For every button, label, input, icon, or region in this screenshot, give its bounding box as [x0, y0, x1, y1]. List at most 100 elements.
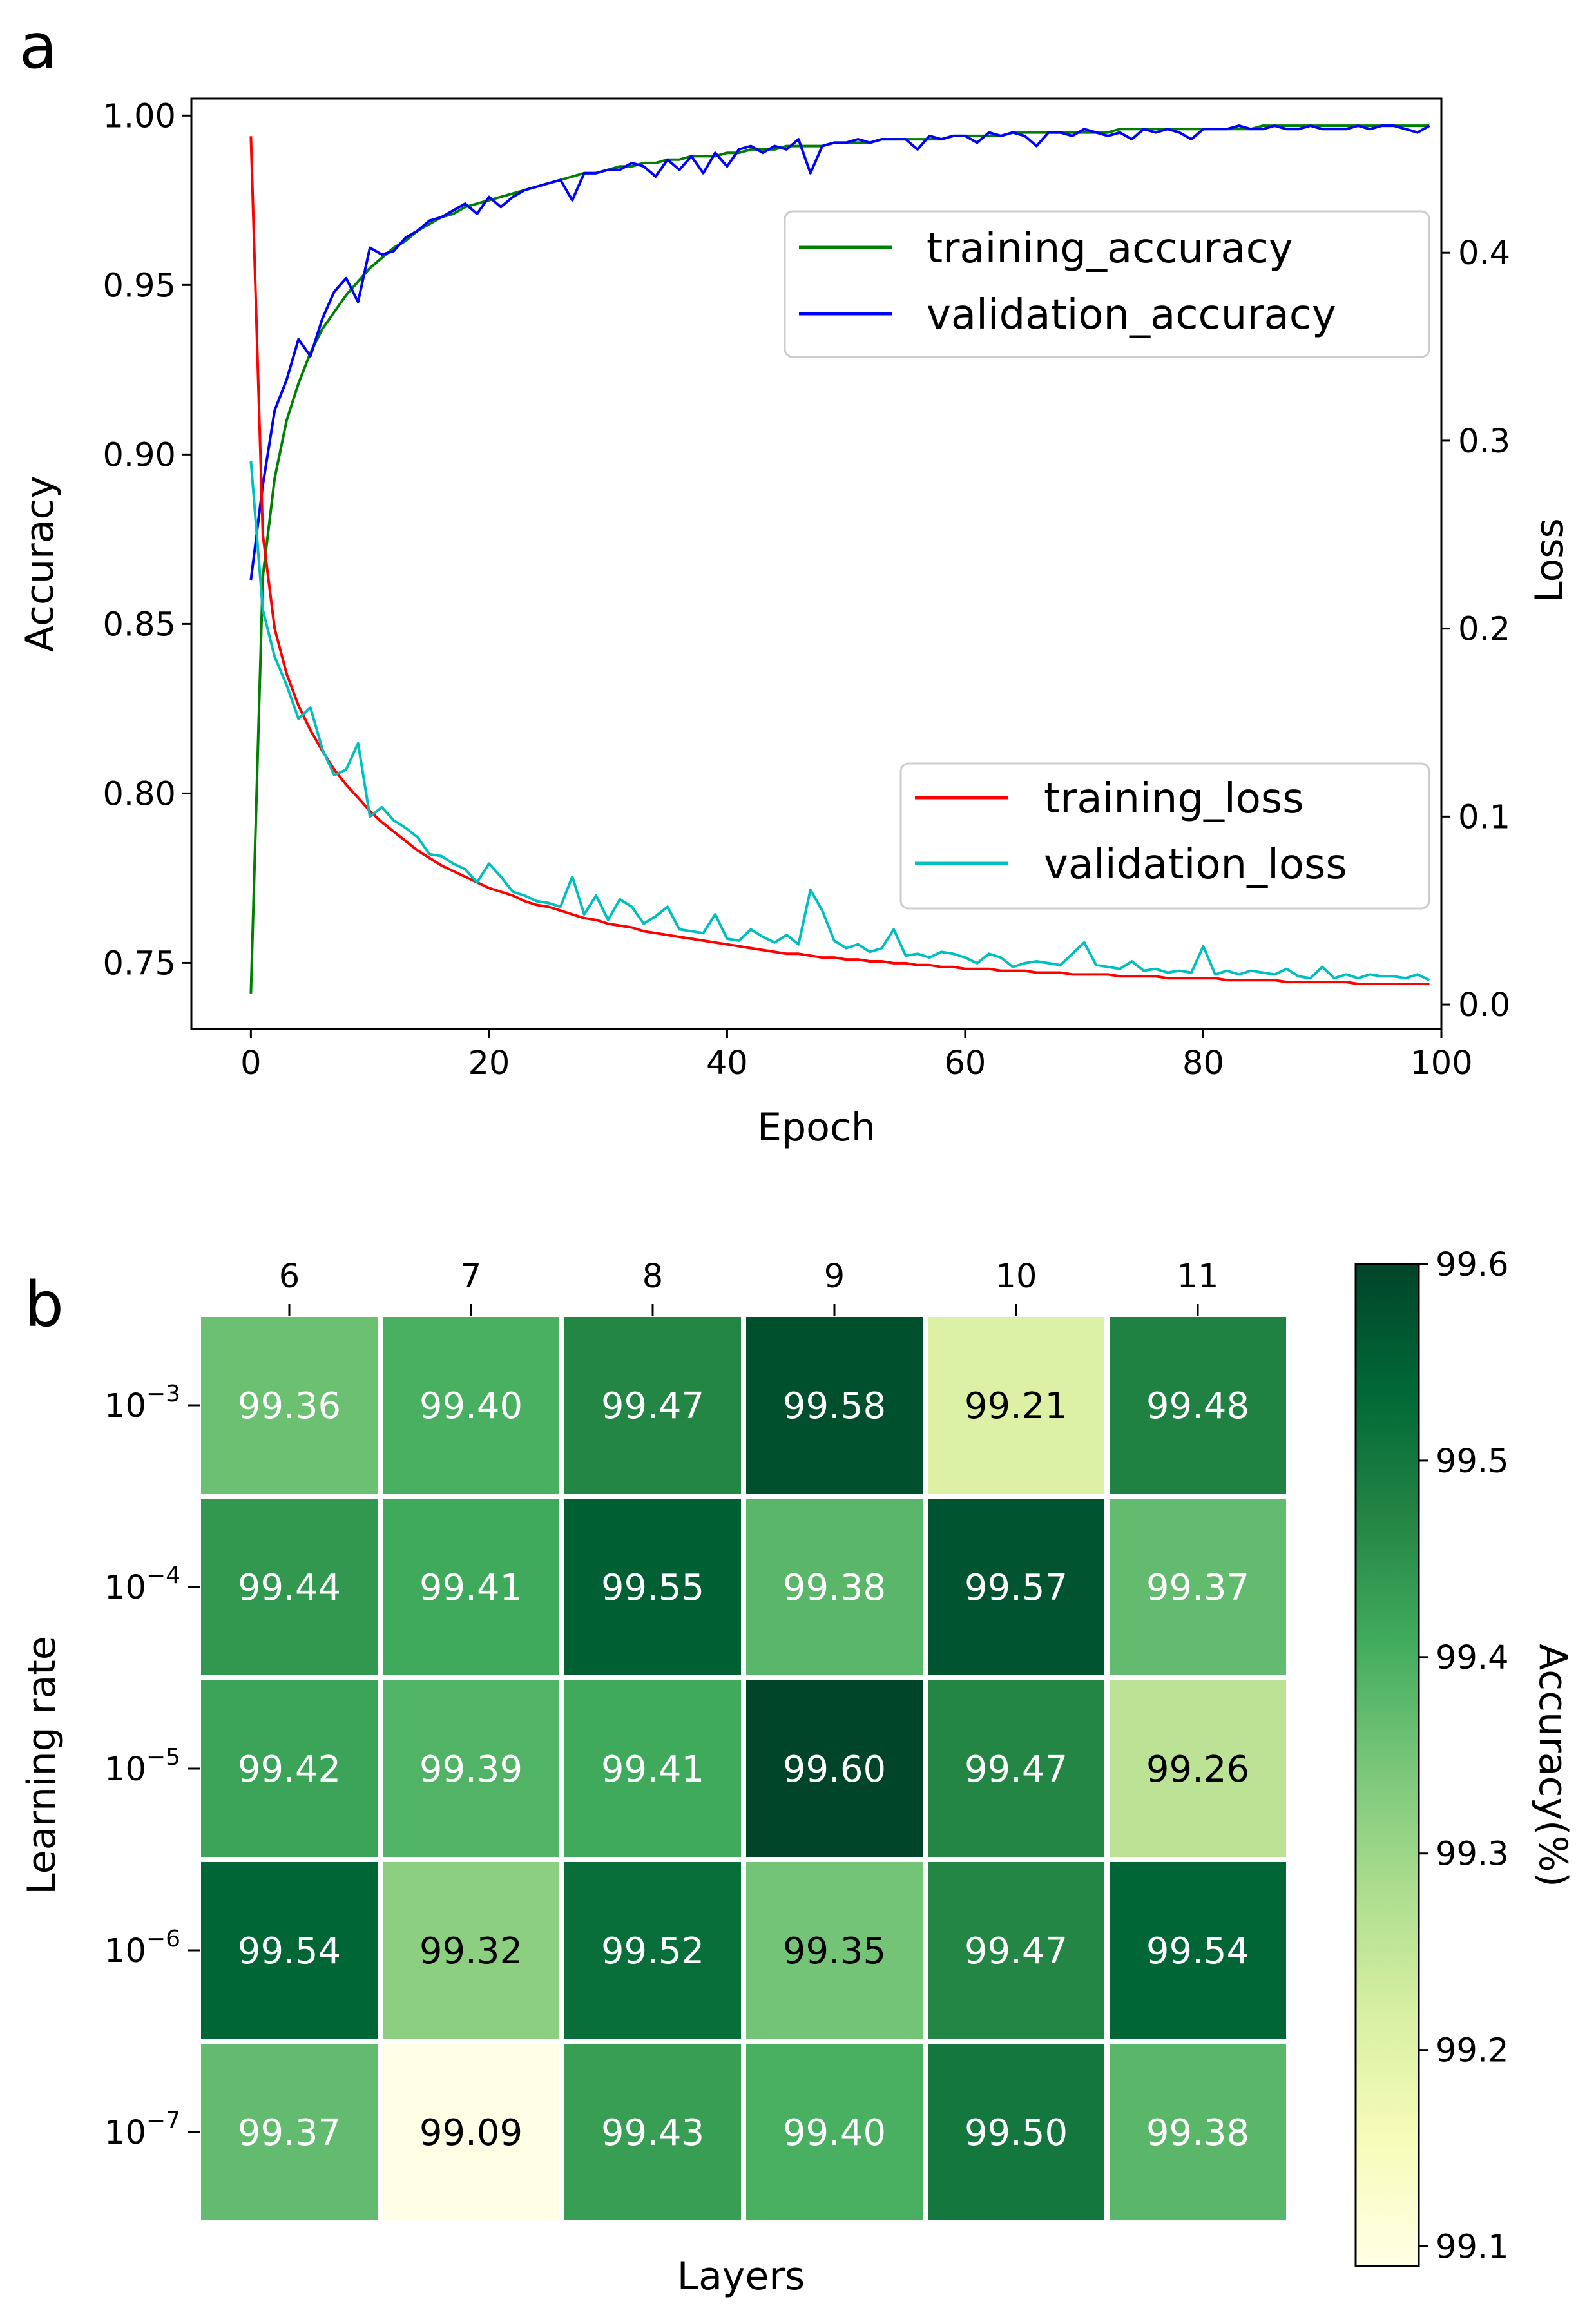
heatmap-cells: 99.36 99.40 99.47 99.58 99.21 99.48 99.44 99.41…: [201, 1317, 1286, 2220]
heatmap-cell: [564, 1317, 741, 1494]
heatmap-cell-value: 99.58: [783, 1385, 886, 1427]
heatmap-x-tick-label: 7: [461, 1258, 481, 1296]
heatmap-cell-value: 99.54: [1146, 1930, 1249, 1972]
heatmap-x-ticks: 6 7 8 9 10 11: [279, 1258, 1218, 1316]
heatmap-cell-value: 99.50: [965, 2112, 1068, 2154]
heatmap-cell: [746, 1499, 923, 1675]
colorbar-tick-label: 99.2: [1436, 2032, 1509, 2070]
colorbar-tick-label: 99.1: [1436, 2229, 1509, 2267]
series-line-validation-loss: [249, 461, 1430, 982]
x-tick-label: 100: [1410, 1044, 1472, 1082]
heatmap-y-tick-label: 10−7: [104, 2108, 180, 2152]
heatmap-cell: [564, 1499, 741, 1675]
series-line-training-loss: [249, 136, 1430, 985]
heatmap-cell-value: 99.26: [1146, 1749, 1249, 1791]
heatmap-cell: [383, 1680, 559, 1857]
panel-a-x-ticks: 0 20 40 60 80 100: [240, 1029, 1473, 1082]
heatmap-cell-value: 99.54: [238, 1930, 341, 1972]
panel-a-y-ticks: 0.75 0.80 0.85 0.90 0.95 1.00: [102, 97, 191, 983]
heatmap-cell-value: 99.35: [783, 1930, 886, 1972]
heatmap-cell: [201, 1862, 378, 2039]
x-tick-label: 20: [468, 1044, 510, 1082]
colorbar: [1354, 1263, 1420, 2267]
heatmap-cell: [201, 2044, 378, 2220]
panel-a-right-y-axis-label: Loss: [1527, 518, 1572, 603]
colorbar-tick-label: 99.4: [1436, 1639, 1509, 1677]
accuracy-legend: training_accuracy validation_accuracy: [784, 210, 1430, 358]
panel-a-lines: [249, 124, 1430, 994]
panel-a-right-y-ticks: 0.0 0.1 0.2 0.3 0.4: [1441, 235, 1510, 1024]
x-tick-label: 60: [944, 1044, 986, 1082]
heatmap-y-tick-label: 10−3: [104, 1381, 180, 1425]
heatmap-cell: [564, 2044, 741, 2220]
y-tick-label: 0.80: [102, 775, 176, 813]
panel-a-y-axis-label: Accuracy: [17, 476, 62, 652]
right-y-tick-label: 0.4: [1458, 235, 1510, 273]
heatmap-cell: [746, 1862, 923, 2039]
heatmap-cell: [928, 2044, 1104, 2220]
heatmap-cell: [928, 1499, 1104, 1675]
heatmap-cell: [928, 1680, 1104, 1857]
panel-a-frame: [190, 97, 1443, 1030]
heatmap-cell: [746, 1317, 923, 1494]
colorbar-tick-label: 99.6: [1436, 1246, 1509, 1284]
heatmap-cell-value: 99.37: [1146, 1567, 1249, 1609]
heatmap-cell: [746, 1680, 923, 1857]
legend-label-validation-loss: validation_loss: [1044, 841, 1347, 889]
heatmap-cell-value: 99.47: [601, 1385, 704, 1427]
heatmap-cell: [564, 1680, 741, 1857]
heatmap-y-tick-label: 10−6: [104, 1926, 180, 1970]
heatmap-y-axis-label: Learning rate: [19, 1636, 64, 1894]
heatmap-cell-value: 99.40: [783, 2112, 886, 2154]
heatmap-cell-value: 99.38: [783, 1567, 886, 1609]
x-tick-label: 40: [706, 1044, 748, 1082]
heatmap-cell-value: 99.57: [965, 1567, 1068, 1609]
y-tick-label: 0.75: [102, 945, 176, 983]
heatmap-cell: [1110, 1862, 1286, 2039]
heatmap-x-tick-label: 8: [642, 1258, 663, 1296]
heatmap-cell-value: 99.60: [783, 1749, 886, 1791]
right-y-tick-label: 0.0: [1458, 986, 1510, 1024]
heatmap-cell-value: 99.48: [1146, 1385, 1249, 1427]
heatmap-cell: [383, 1862, 559, 2039]
heatmap-cell-value: 99.32: [419, 1930, 523, 1972]
heatmap-cell-value: 99.37: [238, 2112, 341, 2154]
heatmap-cell: [383, 1317, 559, 1494]
heatmap-cell-value: 99.44: [238, 1567, 341, 1609]
heatmap-y-tick-label: 10−5: [104, 1744, 180, 1789]
panel-label-b: b: [24, 1269, 64, 1341]
heatmap-cell-value: 99.21: [965, 1385, 1068, 1427]
heatmap-cell: [383, 2044, 559, 2220]
heatmap-cell-value: 99.43: [601, 2112, 704, 2154]
heatmap-cell: [201, 1499, 378, 1675]
heatmap-x-tick-label: 10: [995, 1258, 1037, 1296]
heatmap-cell-value: 99.40: [419, 1385, 523, 1427]
legend-label-validation-accuracy: validation_accuracy: [927, 291, 1336, 339]
heatmap-cell-value: 99.09: [419, 2112, 523, 2154]
right-y-tick-label: 0.2: [1458, 611, 1510, 649]
heatmap-x-tick-label: 6: [279, 1258, 300, 1296]
heatmap-x-tick-label: 9: [824, 1258, 845, 1296]
heatmap-cell: [1110, 1317, 1286, 1494]
heatmap-cell-value: 99.36: [238, 1385, 341, 1427]
heatmap-cell: [1110, 1680, 1286, 1857]
loss-legend-box: [899, 762, 1430, 910]
right-y-tick-label: 0.3: [1458, 423, 1510, 461]
heatmap-cell-value: 99.41: [601, 1749, 704, 1791]
heatmap-cell: [928, 1317, 1104, 1494]
heatmap-x-axis-label: Layers: [677, 2254, 805, 2299]
heatmap-cell-value: 99.41: [419, 1567, 523, 1609]
y-tick-label: 1.00: [102, 97, 176, 135]
y-tick-label: 0.90: [102, 436, 176, 474]
x-tick-label: 80: [1182, 1044, 1224, 1082]
heatmap-cell-value: 99.39: [419, 1749, 523, 1791]
heatmap-y-tick-label: 10−4: [104, 1562, 180, 1607]
heatmap-cell: [201, 1680, 378, 1857]
y-tick-label: 0.95: [102, 267, 176, 305]
heatmap-cell-value: 99.52: [601, 1930, 704, 1972]
heatmap-cell: [1110, 2044, 1286, 2220]
x-tick-label: 0: [240, 1044, 261, 1082]
heatmap-cell: [383, 1499, 559, 1675]
heatmap-cell-value: 99.55: [601, 1567, 704, 1609]
